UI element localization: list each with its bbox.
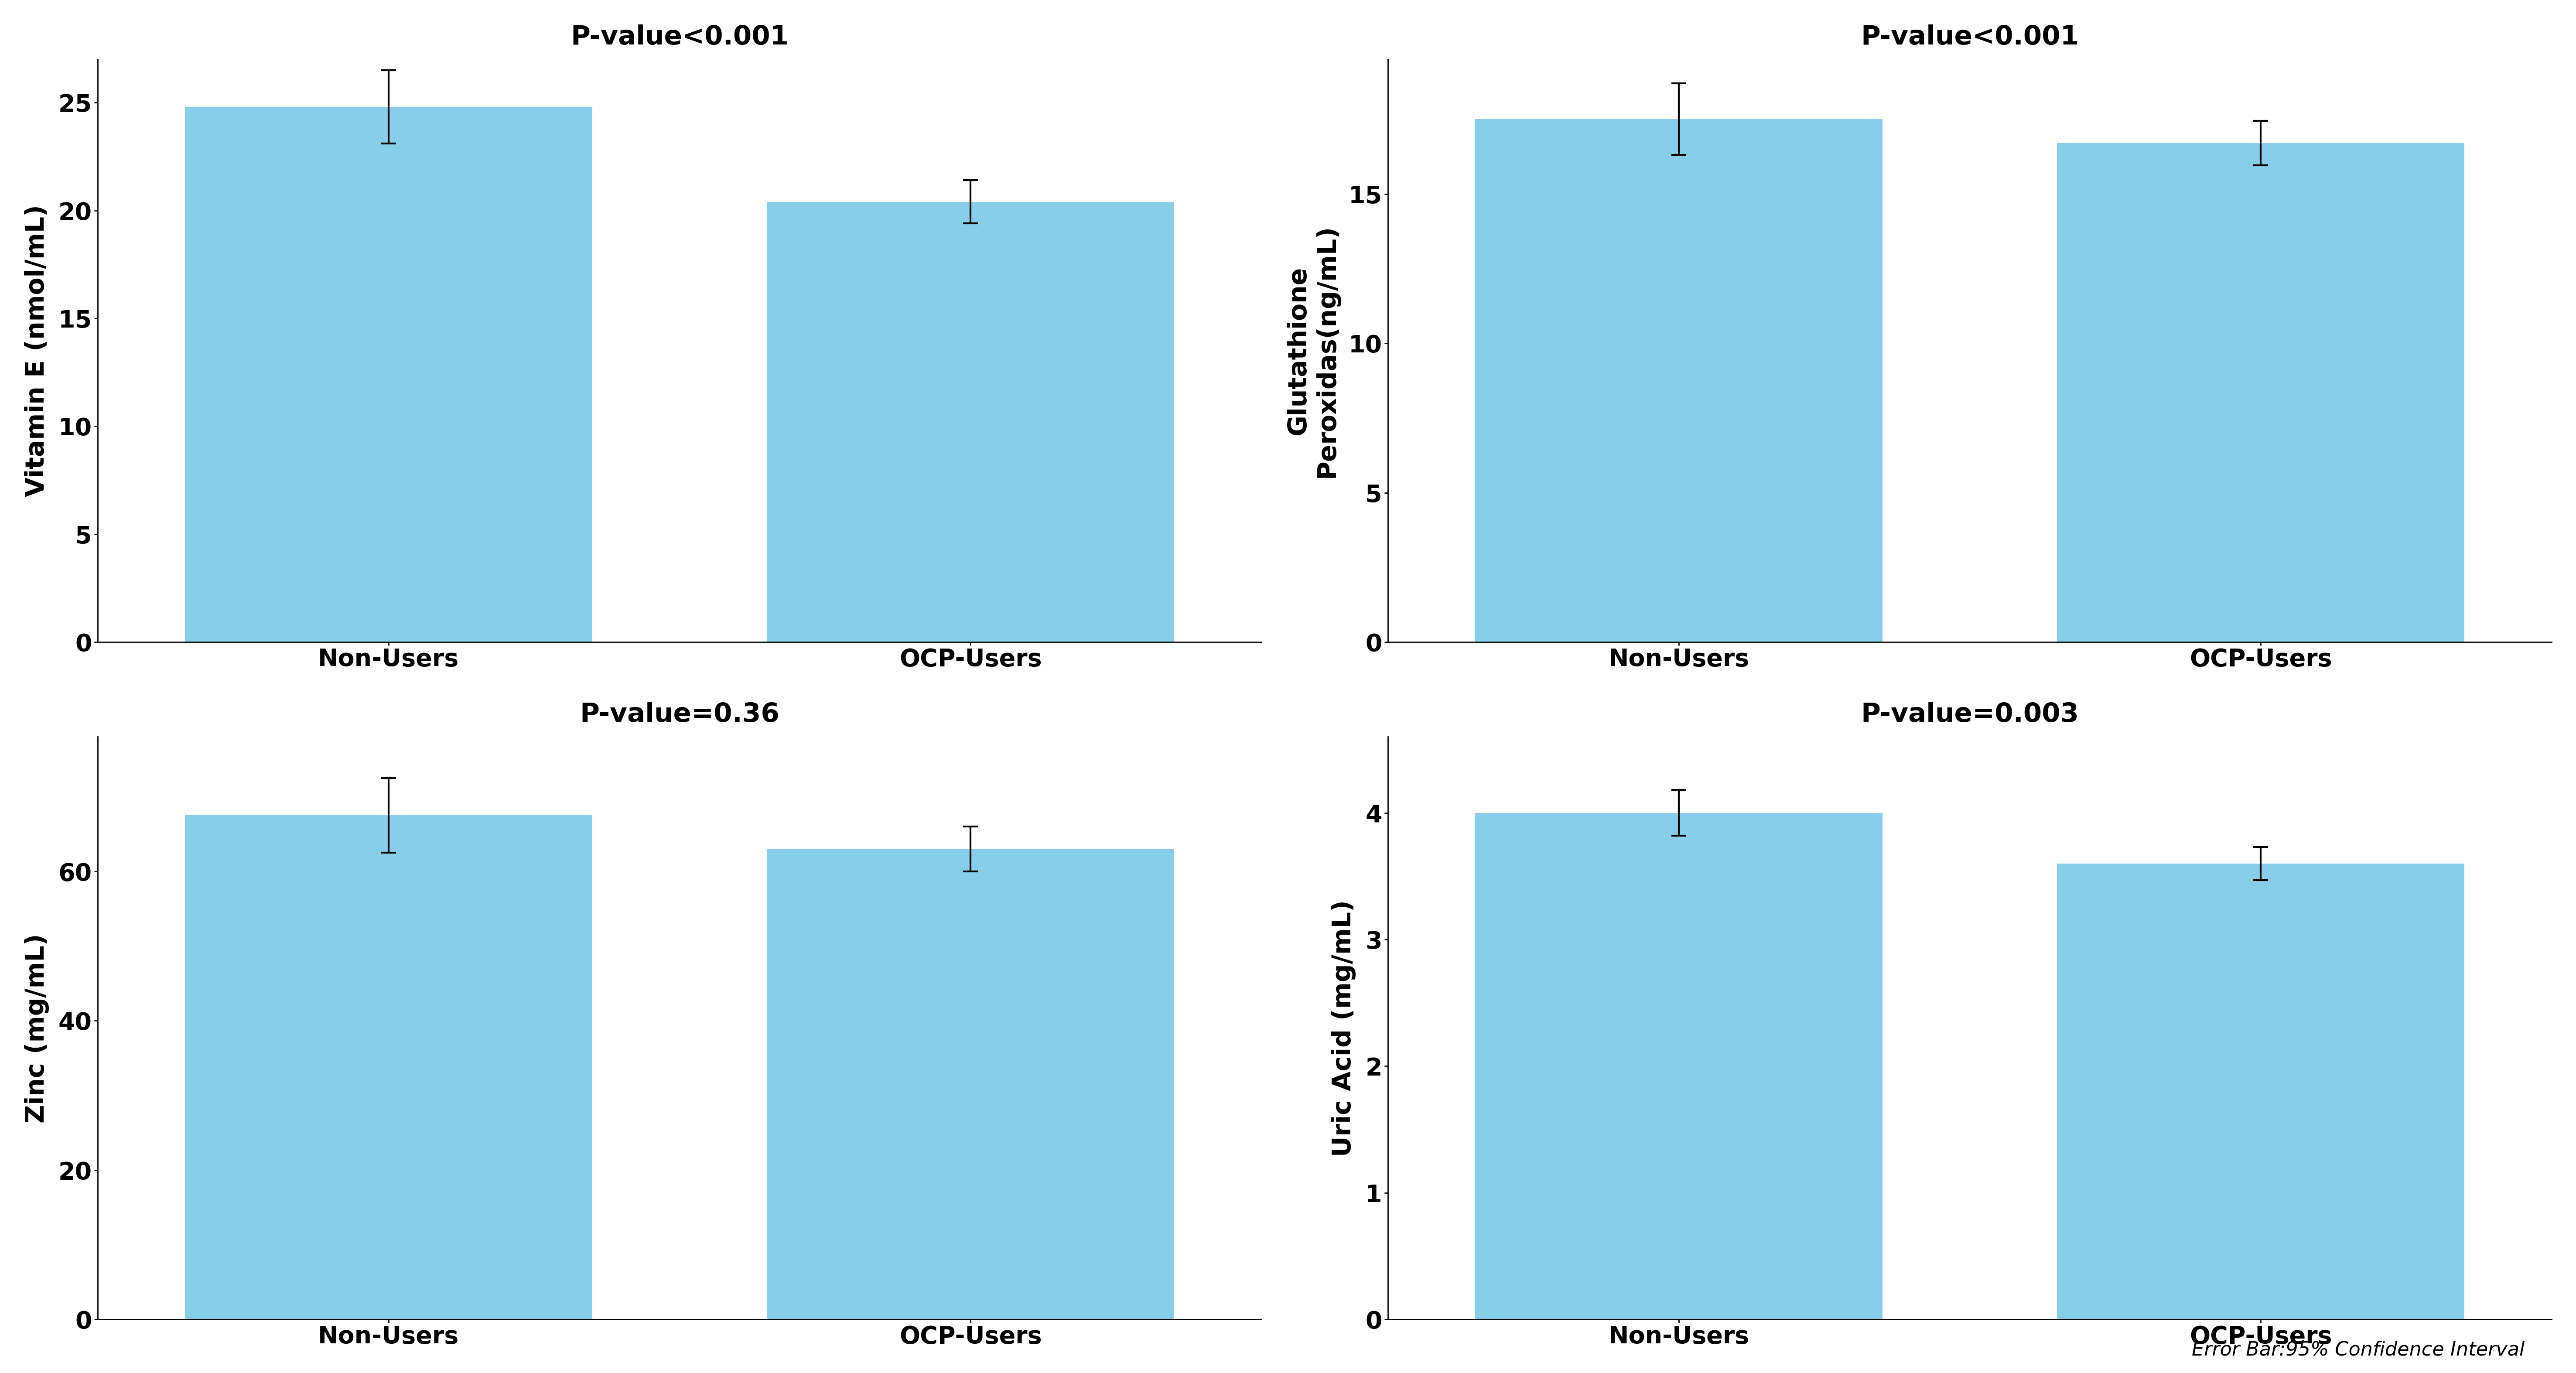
Bar [1476,119,1883,643]
Y-axis label: Uric Acid (mg/mL): Uric Acid (mg/mL) [1332,899,1355,1156]
Text: Error Bar:95% Confidence Interval: Error Bar:95% Confidence Interval [2192,1340,2524,1359]
Bar [2058,864,2465,1319]
Bar [2058,143,2465,643]
Bar [1476,813,1883,1319]
Title: P-value=0.36: P-value=0.36 [580,702,781,728]
Title: P-value=0.003: P-value=0.003 [1860,702,2079,728]
Title: P-value<0.001: P-value<0.001 [569,25,788,49]
Bar [185,816,592,1319]
Y-axis label: Glutathione
Peroxidas(ng/mL): Glutathione Peroxidas(ng/mL) [1285,224,1340,478]
Bar [768,849,1175,1319]
Title: P-value<0.001: P-value<0.001 [1860,25,2079,49]
Y-axis label: Vitamin E (nmol/mL): Vitamin E (nmol/mL) [23,205,49,497]
Y-axis label: Zinc (mg/mL): Zinc (mg/mL) [23,934,49,1123]
Bar [185,107,592,643]
Bar [768,202,1175,643]
